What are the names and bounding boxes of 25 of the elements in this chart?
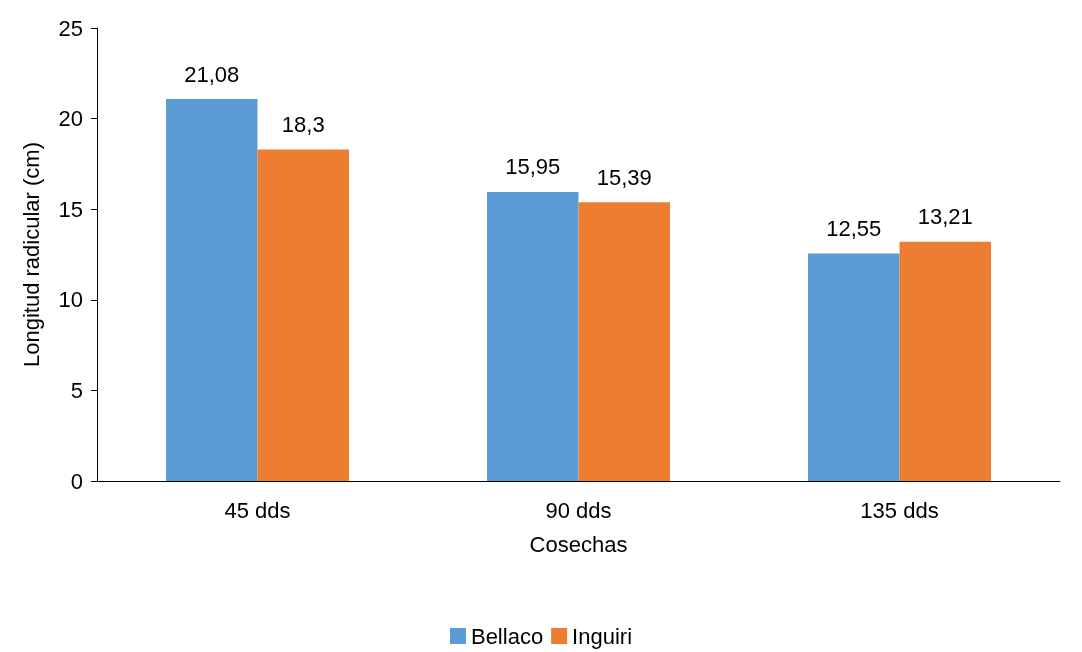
- y-axis-title: Longitud radicular (cm): [18, 142, 44, 367]
- bar: [487, 191, 579, 481]
- data-label: 13,21: [917, 204, 973, 230]
- y-tick-label: 15: [58, 196, 83, 222]
- x-tick-label: 90 dds: [545, 497, 612, 523]
- legend-label: Bellaco: [470, 623, 544, 649]
- legend-label: Inguiri: [572, 623, 633, 649]
- x-tick-label: 45 dds: [224, 497, 291, 523]
- bar: [578, 202, 670, 481]
- y-tick-label: 10: [58, 287, 83, 313]
- data-label: 15,39: [596, 164, 652, 190]
- y-tick-label: 25: [58, 15, 83, 41]
- bar: [257, 149, 349, 481]
- y-tick-label: 20: [58, 106, 83, 132]
- data-label: 15,95: [505, 154, 561, 180]
- data-label: 12,55: [826, 216, 882, 242]
- y-tick-label: 5: [70, 377, 83, 403]
- data-label: 18,3: [281, 111, 325, 137]
- bar: [899, 241, 991, 481]
- y-tick-label: 0: [70, 468, 83, 494]
- x-tick-label: 135 dds: [860, 497, 939, 523]
- bar: [166, 99, 258, 481]
- data-label: 21,08: [184, 61, 240, 87]
- bar: [808, 253, 900, 481]
- x-axis-title: Cosechas: [529, 531, 628, 557]
